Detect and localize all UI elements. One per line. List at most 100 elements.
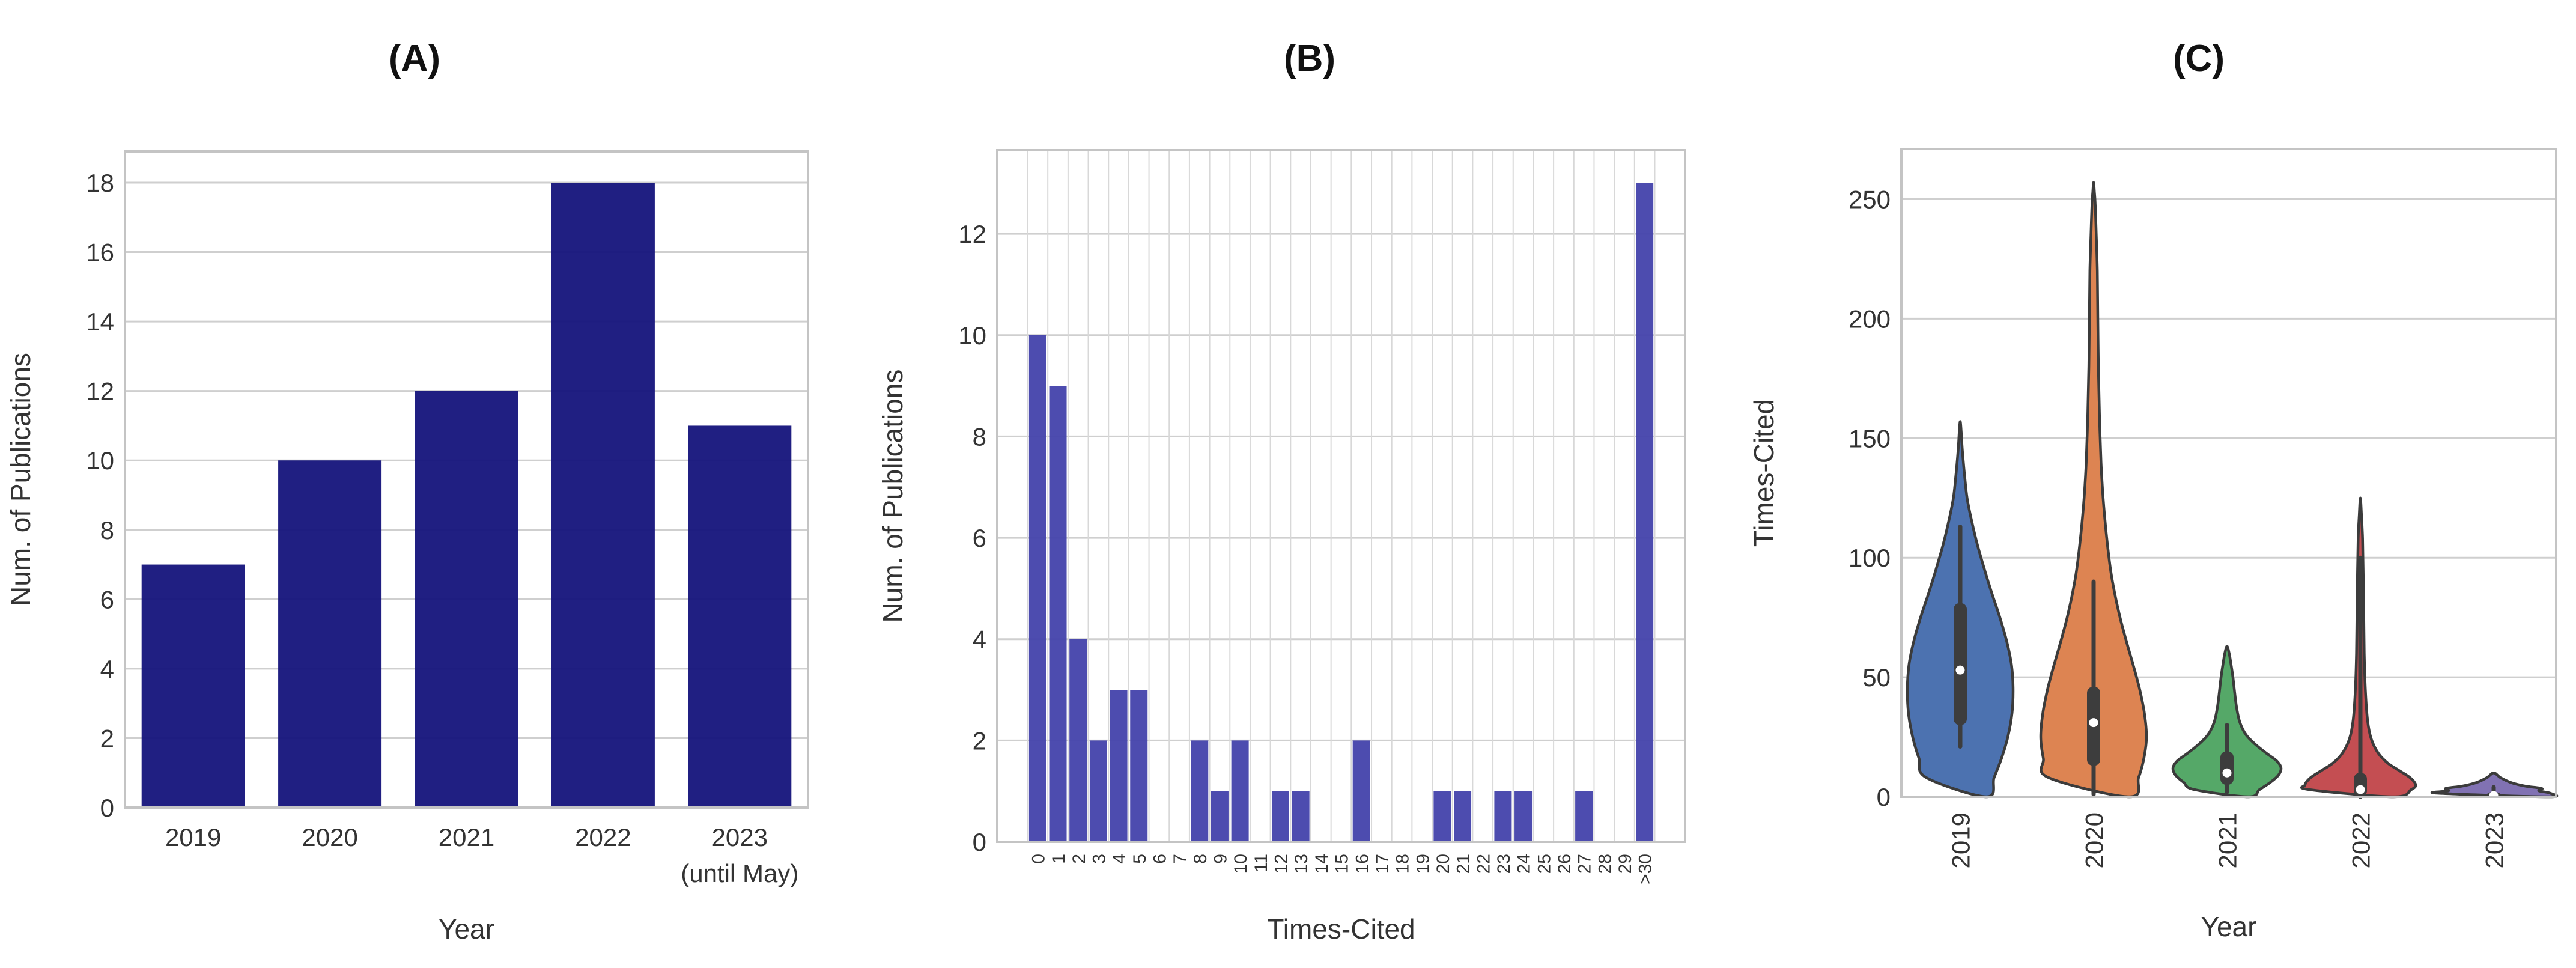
x-tick-label: 29 xyxy=(1615,854,1635,874)
x-tick-label: 2023 xyxy=(712,823,768,851)
x-tick-label: 2 xyxy=(1069,854,1089,864)
panel-title-c: (C) xyxy=(2173,38,2225,79)
x-tick-label: 17 xyxy=(1373,854,1393,874)
y-tick-label: 250 xyxy=(1848,186,1891,214)
bar-24 xyxy=(1514,791,1533,842)
x-tick-label: 2019 xyxy=(1947,812,1975,868)
x-tick-label: 5 xyxy=(1130,854,1150,864)
bar-21 xyxy=(1454,791,1472,842)
median-dot xyxy=(2222,768,2232,778)
bars-group xyxy=(1028,183,1654,842)
bars-group xyxy=(141,183,792,808)
y-axis-label: Times-Cited xyxy=(1748,399,1779,547)
x-tick-label: 27 xyxy=(1575,854,1595,874)
iqr-box xyxy=(1954,603,1967,725)
x-axis-label: Times-Cited xyxy=(1267,913,1415,945)
x-tick-label: 2021 xyxy=(439,823,494,851)
x-tick-label: 2019 xyxy=(165,823,221,851)
y-tick-label: 8 xyxy=(100,516,114,544)
y-tick-label: 2 xyxy=(100,724,114,752)
violin-body xyxy=(2430,771,2559,799)
x-tick-label: 16 xyxy=(1352,854,1372,874)
bar-23 xyxy=(1494,791,1512,842)
x-axis-label: Year xyxy=(439,913,494,945)
x-tick-label: 15 xyxy=(1332,854,1352,874)
y-tick-label: 16 xyxy=(86,239,114,267)
x-tick-label: 20 xyxy=(1433,854,1453,874)
y-tick-label: 10 xyxy=(86,446,114,475)
bar-16 xyxy=(1352,740,1370,842)
x-tick-label: 7 xyxy=(1170,854,1190,864)
x-tick-label: 0 xyxy=(1028,854,1048,864)
median-dot xyxy=(2356,785,2365,794)
violin-2019 xyxy=(1906,420,2015,799)
x-tick-label: 2021 xyxy=(2214,812,2242,868)
bar-27 xyxy=(1575,791,1593,842)
bar-2 xyxy=(1069,639,1087,842)
bar-2022 xyxy=(551,183,655,808)
x-tick-sublabel: (until May) xyxy=(681,859,798,887)
y-tick-label: 100 xyxy=(1848,544,1891,572)
y-tick-label: 10 xyxy=(958,321,986,350)
bar-2020 xyxy=(278,460,382,808)
violin-2021 xyxy=(2171,645,2283,799)
y-tick-label: 0 xyxy=(1877,783,1891,811)
bar-2019 xyxy=(141,564,245,808)
axes-spines xyxy=(124,150,809,809)
bar-3 xyxy=(1089,740,1107,842)
x-tick-label: 2020 xyxy=(302,823,357,851)
y-tick-label: 14 xyxy=(86,308,114,336)
violin-body xyxy=(2171,645,2283,799)
violin-2020 xyxy=(2039,181,2148,799)
x-tick-label: 2022 xyxy=(2347,812,2375,868)
bar-13 xyxy=(1292,791,1310,842)
y-axis-label: Num. of Publications xyxy=(877,370,908,623)
y-tick-label: 0 xyxy=(100,794,114,822)
median-dot xyxy=(1955,665,1965,675)
bar-10 xyxy=(1231,740,1249,842)
y-tick-label: 4 xyxy=(973,626,986,654)
violin-2022 xyxy=(2300,496,2417,799)
median-dot xyxy=(2089,718,2098,728)
x-tick-label: 14 xyxy=(1312,854,1332,874)
x-tick-label: 25 xyxy=(1534,854,1554,874)
y-tick-label: 50 xyxy=(1862,663,1891,692)
bar-2021 xyxy=(415,391,518,808)
bar-5 xyxy=(1130,690,1148,842)
x-tick-label: 2023 xyxy=(2480,812,2509,868)
y-tick-label: 0 xyxy=(973,828,986,856)
bar-20 xyxy=(1433,791,1451,842)
axes-spines xyxy=(996,149,1686,843)
x-tick-label: 4 xyxy=(1110,854,1129,864)
x-tick-label: 18 xyxy=(1393,854,1413,874)
panel-title-a: (A) xyxy=(389,38,440,79)
violin-body xyxy=(2039,181,2148,799)
x-tick-label: 12 xyxy=(1272,854,1292,874)
chart-c-times-cited-violin-per-year: 0 50 100 150 200 250 2019 2020 2021 2022 2023 (C) Ti… xyxy=(1748,38,2559,942)
iqr-box xyxy=(2220,751,2234,785)
y-tick-label: 150 xyxy=(1848,424,1891,452)
y-tick-label: 6 xyxy=(100,585,114,613)
x-tick-label: 21 xyxy=(1454,854,1474,874)
y-axis-label: Num. of Publications xyxy=(5,353,36,606)
x-tick-label: 23 xyxy=(1494,854,1514,874)
x-tick-label: 11 xyxy=(1251,854,1271,872)
x-tick-label: 10 xyxy=(1231,854,1251,874)
x-tick-label: 28 xyxy=(1595,854,1615,874)
chart-a-publications-per-year: 0 2 4 6 8 10 12 14 16 18 2019 2020 2021 2022 2023 (unti… xyxy=(5,38,809,945)
x-tick-label: 6 xyxy=(1150,854,1170,864)
x-tick-label: 26 xyxy=(1555,854,1575,874)
y-tick-label: 2 xyxy=(973,726,986,755)
y-tick-label: 12 xyxy=(86,377,114,406)
panel-title-b: (B) xyxy=(1284,38,1335,79)
bar-8 xyxy=(1191,740,1209,842)
y-tick-label: 4 xyxy=(100,655,114,683)
axes-spines xyxy=(1900,148,2557,798)
x-tick-label: 19 xyxy=(1413,854,1433,874)
x-axis-label: Year xyxy=(2201,911,2257,942)
y-tick-label: 200 xyxy=(1848,305,1891,333)
x-tick-label: 3 xyxy=(1089,854,1109,864)
bar-1 xyxy=(1049,386,1067,842)
bar-4 xyxy=(1110,690,1128,842)
